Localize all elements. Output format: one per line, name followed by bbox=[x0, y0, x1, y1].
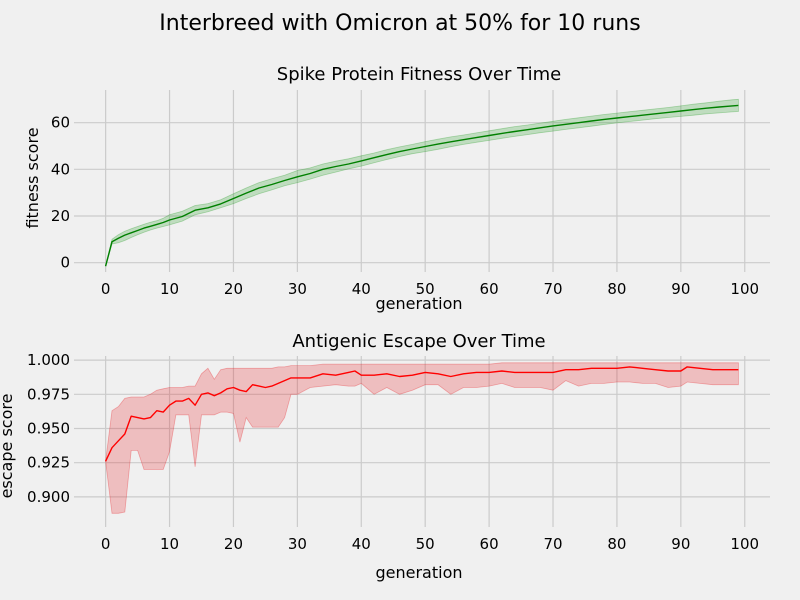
escape-chart-grid bbox=[74, 356, 770, 527]
escape-y-tick-label: 0.900 bbox=[27, 488, 70, 506]
fitness-x-tick-labels: 0 10 20 30 40 50 60 70 80 90 100 bbox=[101, 280, 759, 298]
escape-x-tick-label: 100 bbox=[730, 535, 759, 553]
escape-x-tick-label: 90 bbox=[671, 535, 690, 553]
fitness-mean-line-layer bbox=[104, 104, 739, 267]
escape-x-tick-label: 80 bbox=[607, 535, 626, 553]
escape-x-tick-label: 20 bbox=[224, 535, 243, 553]
escape-y-tick-label: 0.950 bbox=[27, 420, 70, 438]
fitness-x-tick-label: 70 bbox=[543, 280, 562, 298]
fitness-x-axis-label: generation bbox=[375, 294, 462, 313]
fitness-x-tick-label: 90 bbox=[671, 280, 690, 298]
fitness-chart-grid bbox=[74, 90, 770, 272]
fitness-chart: Spike Protein Fitness Over Time 0 10 20 30 4… bbox=[23, 64, 770, 313]
fitness-confidence-band bbox=[105, 98, 739, 267]
escape-y-tick-label: 0.925 bbox=[27, 454, 70, 472]
fitness-x-tick-label: 100 bbox=[730, 280, 759, 298]
fitness-x-tick-label: 40 bbox=[352, 280, 371, 298]
fitness-x-tick-label: 20 bbox=[224, 280, 243, 298]
fitness-confidence-band-layer bbox=[105, 98, 739, 267]
fitness-mean-line bbox=[104, 104, 739, 267]
escape-chart: Antigenic Escape Over Time 0 10 20 30 40 50 60… bbox=[0, 331, 770, 582]
fitness-x-tick-label: 50 bbox=[416, 280, 435, 298]
escape-x-tick-label: 40 bbox=[352, 535, 371, 553]
escape-chart-title: Antigenic Escape Over Time bbox=[292, 331, 545, 352]
fitness-x-tick-label: 80 bbox=[607, 280, 626, 298]
fitness-x-tick-label: 0 bbox=[101, 280, 111, 298]
fitness-chart-title: Spike Protein Fitness Over Time bbox=[277, 64, 561, 85]
fitness-y-tick-label: 20 bbox=[51, 207, 70, 225]
escape-x-tick-label: 10 bbox=[160, 535, 179, 553]
fitness-y-tick-label: 60 bbox=[51, 114, 70, 132]
escape-mean-line bbox=[104, 366, 739, 462]
fitness-x-tick-label: 30 bbox=[288, 280, 307, 298]
fitness-y-tick-labels: 0 20 40 60 bbox=[51, 114, 70, 272]
escape-x-axis-label: generation bbox=[375, 563, 462, 582]
escape-x-tick-label: 50 bbox=[416, 535, 435, 553]
escape-y-axis-label: escape score bbox=[0, 394, 16, 499]
figure-suptitle: Interbreed with Omicron at 50% for 10 ru… bbox=[159, 11, 640, 36]
escape-mean-line-layer bbox=[104, 366, 739, 462]
fitness-y-tick-label: 0 bbox=[60, 254, 70, 272]
escape-x-tick-label: 30 bbox=[288, 535, 307, 553]
escape-y-tick-label: 1.000 bbox=[27, 351, 70, 369]
fitness-x-tick-label: 10 bbox=[160, 280, 179, 298]
fitness-x-tick-label: 60 bbox=[480, 280, 499, 298]
fitness-y-tick-label: 40 bbox=[51, 160, 70, 178]
escape-x-tick-label: 70 bbox=[543, 535, 562, 553]
escape-y-tick-labels: 0.900 0.925 0.950 0.975 1.000 bbox=[27, 351, 70, 506]
escape-confidence-band bbox=[105, 362, 739, 514]
fitness-y-axis-label: fitness score bbox=[23, 127, 42, 228]
escape-y-tick-label: 0.975 bbox=[27, 385, 70, 403]
escape-confidence-band-layer bbox=[105, 362, 739, 514]
escape-x-tick-labels: 0 10 20 30 40 50 60 70 80 90 100 bbox=[101, 535, 759, 553]
escape-x-tick-label: 60 bbox=[480, 535, 499, 553]
escape-x-tick-label: 0 bbox=[101, 535, 111, 553]
